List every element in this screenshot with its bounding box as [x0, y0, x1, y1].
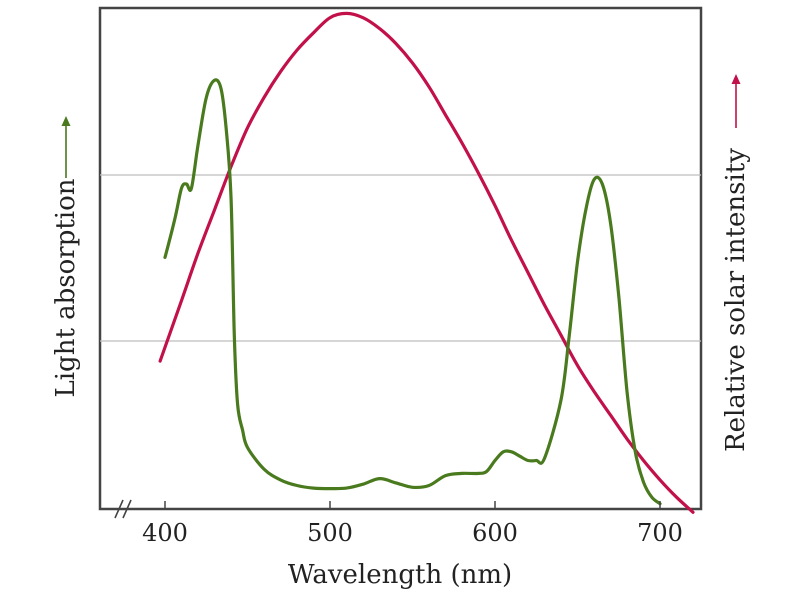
x-tick-label: 400: [142, 519, 188, 547]
right-axis-title: Relative solar intensity: [721, 148, 751, 452]
left-axis-arrow-icon: [61, 116, 71, 178]
x-axis-ticks: 400 500 600 700: [142, 501, 683, 547]
right-axis-arrow-icon: [731, 74, 741, 128]
x-tick-label: 700: [637, 519, 683, 547]
axis-break-marker: [114, 499, 132, 519]
x-tick-label: 600: [472, 519, 518, 547]
right-axis-title-group: Relative solar intensity: [721, 74, 751, 452]
plot-frame: [98, 6, 703, 511]
left-axis-title: Light absorption: [51, 178, 81, 397]
solar-intensity-curve: [158, 11, 695, 514]
x-tick-label: 500: [307, 519, 353, 547]
left-axis-title-group: Light absorption: [51, 116, 81, 398]
x-axis-title: Wavelength (nm): [288, 560, 512, 590]
light-absorption-curve: [163, 78, 662, 506]
